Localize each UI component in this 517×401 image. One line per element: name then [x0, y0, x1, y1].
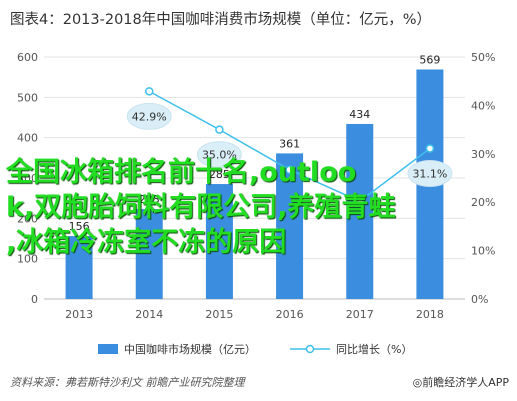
bar-value-label: 434: [349, 108, 370, 121]
legend-line-marker: [305, 344, 315, 354]
growth-point: [425, 144, 435, 153]
bar: [205, 184, 233, 299]
overlay-line: k,双胞胎饲料有限公司,养殖青蛙: [6, 192, 396, 223]
x-tick-label: 2018: [416, 308, 444, 321]
bar: [346, 123, 374, 299]
y-left-tick-label: 0: [31, 293, 38, 306]
growth-value-label: 35.0%: [202, 149, 237, 162]
y-right-tick-label: 30%: [471, 148, 495, 161]
growth-label-bubble: [407, 159, 453, 187]
brand-label: ◎前瞻经济学人APP: [412, 376, 509, 389]
bar-value-label: 361: [279, 137, 300, 150]
bar-value-label: 569: [419, 54, 440, 67]
y-right-tick-label: 0%: [471, 293, 488, 306]
source-note: 资料来源：弗若斯特沙利文 前瞻产业研究院整理: [10, 376, 245, 389]
bar-value-label: 223: [139, 193, 160, 206]
overlay-line: 全国冰箱排名前十名,outloo: [6, 157, 357, 188]
y-right-tick-label: 20%: [471, 196, 495, 209]
y-left-tick-label: 200: [17, 212, 38, 225]
growth-point: [285, 165, 294, 175]
y-left-tick-label: 300: [17, 172, 38, 185]
x-tick-label: 2014: [135, 308, 163, 321]
y-right-tick-label: 10%: [471, 245, 495, 258]
y-left-tick-label: 500: [17, 91, 38, 104]
growth-point: [215, 125, 224, 134]
y-left-tick-label: 100: [17, 253, 38, 266]
bar-value-label: 285: [209, 168, 230, 181]
y-right-tick-label: 50%: [471, 51, 495, 64]
bar: [276, 153, 304, 299]
overlay-line: ,冰箱冷冻室不冻的原因: [6, 227, 287, 258]
overlay-text: 全国冰箱排名前十名,outloo k,双胞胎饲料有限公司,养殖青蛙 ,冰箱冷冻室…: [6, 155, 511, 260]
growth-label-bubble: [126, 102, 172, 130]
growth-point: [355, 196, 364, 206]
y-left-tick-label: 600: [17, 51, 38, 64]
bar: [65, 236, 93, 299]
legend-bar-swatch: [98, 344, 118, 354]
legend-label: 中国咖啡市场规模（亿元）: [124, 342, 256, 356]
growth-value-label: 31.1%: [412, 167, 447, 180]
chart-title: 图表4：2013-2018年中国咖啡消费市场规模（单位：亿元，%）: [10, 12, 432, 28]
legend-label: 同比增长（%）: [336, 342, 412, 356]
x-tick-label: 2017: [346, 308, 374, 321]
y-left-tick-label: 400: [17, 132, 38, 145]
growth-value-label: 42.9%: [132, 110, 167, 123]
x-tick-label: 2013: [65, 308, 93, 321]
x-tick-label: 2015: [205, 308, 233, 321]
growth-label-bubble: [196, 141, 242, 169]
bar-value-label: 156: [69, 220, 90, 233]
x-tick-label: 2016: [276, 308, 304, 321]
bar: [135, 209, 163, 299]
growth-point: [145, 87, 154, 96]
y-right-tick-label: 40%: [471, 99, 495, 112]
